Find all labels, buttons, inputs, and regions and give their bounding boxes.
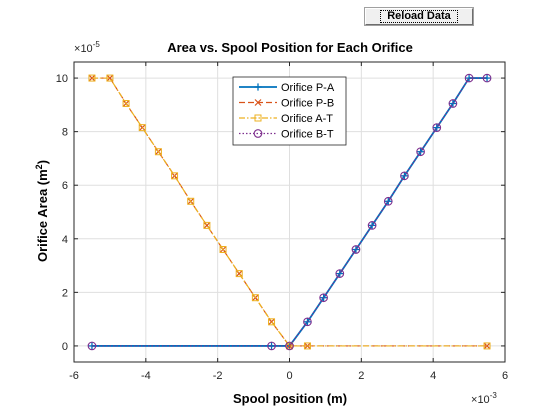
data-point-orifice-b-t [335, 269, 345, 278]
series-orifice-b-t [87, 73, 492, 351]
data-point-orifice-b-t [351, 245, 361, 254]
series-line-orifice-a-t [91, 77, 488, 347]
y-axis-multiplier: ×10-5 [74, 40, 100, 55]
data-point-orifice-p-a [449, 99, 457, 108]
legend-item-orifice-b-t: Orifice B-T [239, 129, 334, 141]
legend-label: Orifice P-A [281, 82, 335, 94]
data-point-orifice-a-t [154, 148, 162, 156]
data-point-orifice-a-t [122, 100, 130, 108]
y-axis-ticks: 0 2 4 6 8 10 [56, 73, 505, 353]
data-point-orifice-a-t [203, 221, 211, 229]
legend-item-orifice-p-b: Orifice P-B [239, 98, 334, 110]
data-point-orifice-a-t [187, 197, 195, 205]
data-point-orifice-p-b [88, 74, 96, 82]
data-point-orifice-a-t [303, 342, 311, 350]
data-point-orifice-b-t [285, 341, 294, 351]
y-tick-label: 10 [56, 73, 68, 85]
legend-item-orifice-p-a: Orifice P-A [239, 82, 335, 94]
x-tick-label: 0 [286, 370, 292, 382]
data-point-orifice-a-t [251, 294, 259, 302]
data-point-orifice-p-a [433, 124, 441, 132]
y-axis-label: Orifice Area (m2) [34, 160, 50, 262]
data-point-orifice-a-t [268, 318, 276, 326]
legend-swatch-marker [254, 83, 262, 91]
legend-label: Orifice A-T [281, 113, 333, 125]
data-point-orifice-p-b [483, 342, 491, 350]
data-point-orifice-a-t [171, 172, 179, 180]
data-point-orifice-p-a [352, 245, 360, 254]
data-point-orifice-b-t [482, 73, 492, 83]
x-tick-label: 4 [430, 370, 436, 382]
data-point-orifice-p-a [336, 270, 344, 278]
y-tick-label: 8 [62, 127, 68, 139]
data-point-orifice-a-t [483, 342, 491, 350]
x-axis-multiplier: ×10-3 [471, 391, 497, 406]
data-point-orifice-a-t [235, 270, 243, 278]
data-point-orifice-p-a [88, 342, 96, 350]
legend: Orifice P-A Orifice P-B Orifice A-T Orifice… [232, 76, 347, 146]
y-tick-label: 6 [62, 180, 68, 192]
data-point-orifice-b-t [432, 123, 442, 132]
data-point-orifice-a-t [219, 246, 227, 253]
data-point-orifice-b-t [319, 293, 328, 303]
data-point-orifice-b-t [448, 99, 458, 108]
data-point-orifice-b-t [367, 221, 377, 230]
legend-swatch-marker [254, 114, 262, 122]
y-tick-label: 4 [62, 234, 68, 246]
y-tick-label: 2 [62, 287, 68, 299]
data-point-orifice-a-t [138, 124, 146, 132]
data-point-orifice-b-t [267, 341, 276, 351]
series-layer [87, 73, 492, 351]
data-point-orifice-b-t [464, 73, 474, 83]
x-axis-label: Spool position (m) [233, 391, 347, 406]
series-orifice-a-t [88, 74, 491, 350]
x-tick-label: -4 [141, 370, 151, 382]
series-line-orifice-b-t [91, 77, 488, 347]
data-point-orifice-a-t [88, 74, 96, 82]
data-point-orifice-p-b [106, 74, 114, 82]
data-point-orifice-a-t [286, 342, 293, 350]
legend-label: Orifice B-T [281, 129, 334, 141]
data-point-orifice-b-t [383, 196, 393, 206]
legend-swatch-marker [253, 129, 263, 138]
legend-label: Orifice P-B [281, 98, 334, 110]
reload-data-button-label: Reload Data [380, 10, 458, 23]
data-point-orifice-b-t [303, 317, 312, 327]
data-point-orifice-b-t [87, 341, 97, 351]
x-tick-label: -6 [69, 370, 79, 382]
y-tick-label: 0 [62, 341, 68, 353]
legend-swatch-marker [254, 99, 262, 106]
data-point-orifice-b-t [400, 171, 409, 181]
x-tick-label: 2 [358, 370, 364, 382]
data-point-orifice-b-t [416, 147, 425, 157]
x-tick-label: -2 [213, 370, 223, 382]
legend-item-orifice-a-t: Orifice A-T [239, 113, 333, 125]
chart-title: Area vs. Spool Position for Each Orifice [167, 40, 413, 55]
x-axis-ticks: -6 -4 -2 0 2 4 6 [69, 62, 508, 382]
x-tick-label: 6 [502, 370, 508, 382]
data-point-orifice-a-t [106, 74, 114, 82]
data-point-orifice-p-a [384, 197, 392, 205]
reload-data-button[interactable]: Reload Data [364, 7, 474, 26]
